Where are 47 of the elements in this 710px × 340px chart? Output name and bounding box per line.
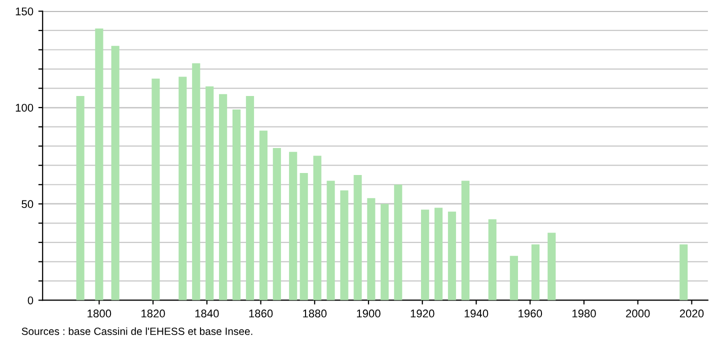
bar <box>246 96 254 300</box>
bar <box>272 148 281 300</box>
x-tick-label: 1940 <box>464 310 488 318</box>
bar <box>259 130 268 300</box>
bar <box>289 152 298 300</box>
bar <box>232 109 241 300</box>
x-tick-label: 1800 <box>88 310 112 318</box>
bar <box>394 184 402 300</box>
bar <box>421 210 430 300</box>
y-tick-label: 50 <box>22 200 34 208</box>
y-tick-label: 0 <box>28 296 34 304</box>
x-tick-label: 1920 <box>410 310 434 318</box>
bar <box>313 156 322 300</box>
x-tick-label: 1900 <box>356 310 380 318</box>
bar <box>488 219 496 300</box>
bar <box>434 208 443 300</box>
bar <box>300 173 308 300</box>
y-tick-label: 150 <box>16 7 34 16</box>
bar <box>354 174 362 300</box>
x-tick-label: 1840 <box>195 310 219 318</box>
bar <box>367 198 376 300</box>
bar <box>206 86 214 300</box>
x-tick-label: 1820 <box>142 310 165 318</box>
bar <box>548 232 556 300</box>
bar <box>111 46 120 300</box>
bar <box>219 94 228 300</box>
x-tick-label: 1980 <box>572 310 596 318</box>
bar <box>326 180 335 300</box>
bar <box>178 76 187 300</box>
bar <box>152 78 160 300</box>
y-tick-label: 100 <box>16 104 34 112</box>
bar <box>461 180 470 300</box>
x-tick-label: 1960 <box>518 310 542 318</box>
bar <box>76 96 84 300</box>
bar <box>448 212 456 300</box>
bar <box>192 63 200 300</box>
x-tick-label: 1860 <box>249 310 273 318</box>
bar <box>380 204 389 300</box>
bar <box>95 28 104 300</box>
bar <box>680 244 688 300</box>
x-tick-label: 2000 <box>626 310 650 318</box>
bar <box>531 244 540 300</box>
bar <box>340 190 348 300</box>
source-note: Sources : base Cassini de l'EHESS et base Insee. <box>22 327 252 336</box>
x-tick-label: 1880 <box>303 310 327 318</box>
x-tick-label: 2020 <box>680 310 704 318</box>
bar <box>510 256 518 300</box>
